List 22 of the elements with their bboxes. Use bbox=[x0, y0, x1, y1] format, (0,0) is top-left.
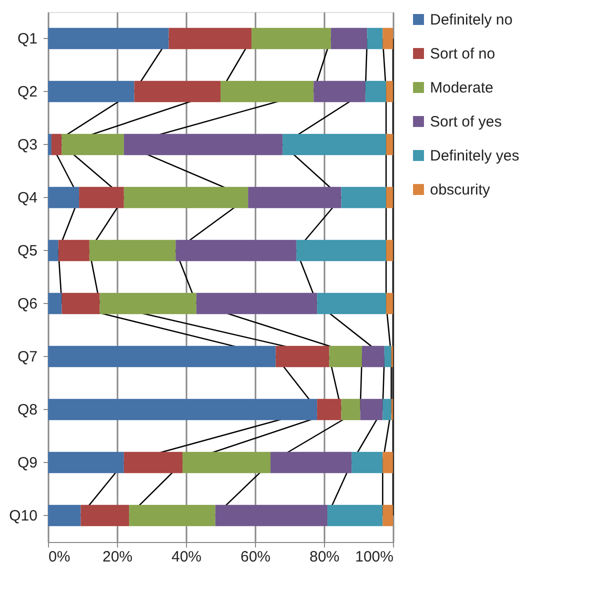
legend-label: Definitely no bbox=[430, 12, 513, 28]
y-tick-label: Q4 bbox=[17, 190, 38, 206]
x-tick-label: 40% bbox=[171, 548, 202, 566]
x-tick-label: 60% bbox=[240, 548, 271, 566]
y-tick-label: Q8 bbox=[17, 402, 38, 418]
x-tick-label: 0% bbox=[48, 548, 70, 566]
y-tick-label: Q6 bbox=[17, 296, 38, 312]
y-tick-label: Q5 bbox=[17, 242, 38, 260]
y-tick-label: Q2 bbox=[17, 84, 38, 100]
y-tick-label: Q9 bbox=[17, 454, 38, 472]
legend-label: Sort of no bbox=[430, 46, 496, 62]
x-tick-label: 80% bbox=[309, 548, 340, 566]
legend-label: Sort of yes bbox=[430, 114, 502, 130]
y-tick-label: Q3 bbox=[17, 136, 38, 154]
legend-label: Definitely yes bbox=[430, 148, 520, 164]
y-tick-label: Q10 bbox=[9, 508, 38, 524]
legend-label: obscurity bbox=[430, 182, 491, 198]
y-tick-label: Q1 bbox=[17, 30, 38, 48]
legend-label: Moderate bbox=[430, 80, 494, 96]
x-tick-label: 100% bbox=[355, 548, 394, 566]
x-tick-label: 20% bbox=[102, 548, 133, 566]
y-tick-label: Q7 bbox=[17, 348, 38, 366]
